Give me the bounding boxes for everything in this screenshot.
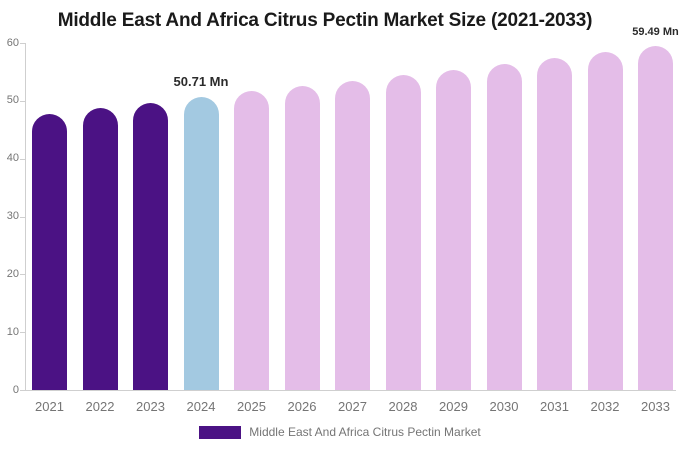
bar-2023[interactable] [133, 102, 168, 390]
chart-title: Middle East And Africa Citrus Pectin Mar… [57, 10, 593, 31]
legend-label: Middle East And Africa Citrus Pectin Mar… [249, 425, 481, 439]
y-axis-label-50: 50 [6, 94, 19, 107]
data-label-2033: 59.49 Mn [632, 25, 679, 38]
y-axis-tick [20, 274, 25, 276]
y-axis-label-40: 40 [6, 152, 19, 165]
y-axis-label-30: 30 [6, 210, 19, 222]
y-axis-label-20: 20 [6, 267, 19, 280]
y-axis-label-0: 0 [12, 383, 19, 396]
x-axis-label-2022: 2022 [85, 399, 115, 414]
x-axis-label-2033: 2033 [641, 399, 670, 414]
y-axis-tick [20, 100, 25, 102]
bar-2031[interactable] [537, 57, 572, 390]
x-axis-label-2027: 2027 [338, 399, 367, 414]
bar-2032[interactable] [587, 52, 623, 390]
bar-2027[interactable] [335, 80, 370, 390]
x-axis-label-2021: 2021 [35, 399, 64, 414]
x-axis-label-2026: 2026 [287, 399, 317, 414]
x-axis-label-2032: 2032 [590, 399, 620, 414]
y-axis-tick [20, 216, 25, 218]
legend-swatch-icon [199, 425, 242, 439]
data-label-2024: 50.71 Mn [173, 73, 229, 89]
x-axis-label-2031: 2031 [540, 399, 569, 414]
x-axis-line [25, 390, 676, 391]
bar-2025[interactable] [234, 91, 269, 390]
bar-2028[interactable] [385, 75, 421, 390]
bar-2021[interactable] [32, 113, 67, 390]
bar-2030[interactable] [486, 63, 522, 390]
y-axis-label-60: 60 [6, 36, 19, 49]
y-axis-tick [20, 390, 25, 391]
x-axis-label-2023: 2023 [136, 399, 165, 414]
x-axis-label-2029: 2029 [439, 399, 468, 414]
bar-2033[interactable] [638, 45, 673, 390]
bar-2029[interactable] [436, 69, 471, 390]
legend[interactable]: Middle East And Africa Citrus Pectin Mar… [0, 425, 680, 439]
y-axis-tick [20, 158, 25, 160]
y-axis-tick [20, 332, 25, 334]
y-axis-tick [20, 43, 25, 44]
bar-2022[interactable] [82, 108, 118, 390]
x-axis-label-2030: 2030 [489, 399, 519, 414]
x-axis-label-2028: 2028 [388, 399, 418, 414]
bar-2024[interactable] [183, 96, 219, 390]
x-axis-label-2024: 2024 [186, 399, 216, 414]
bar-2026[interactable] [284, 86, 320, 390]
x-axis-label-2025: 2025 [237, 399, 266, 414]
y-axis-line [25, 43, 26, 390]
y-axis-label-10: 10 [6, 325, 19, 338]
